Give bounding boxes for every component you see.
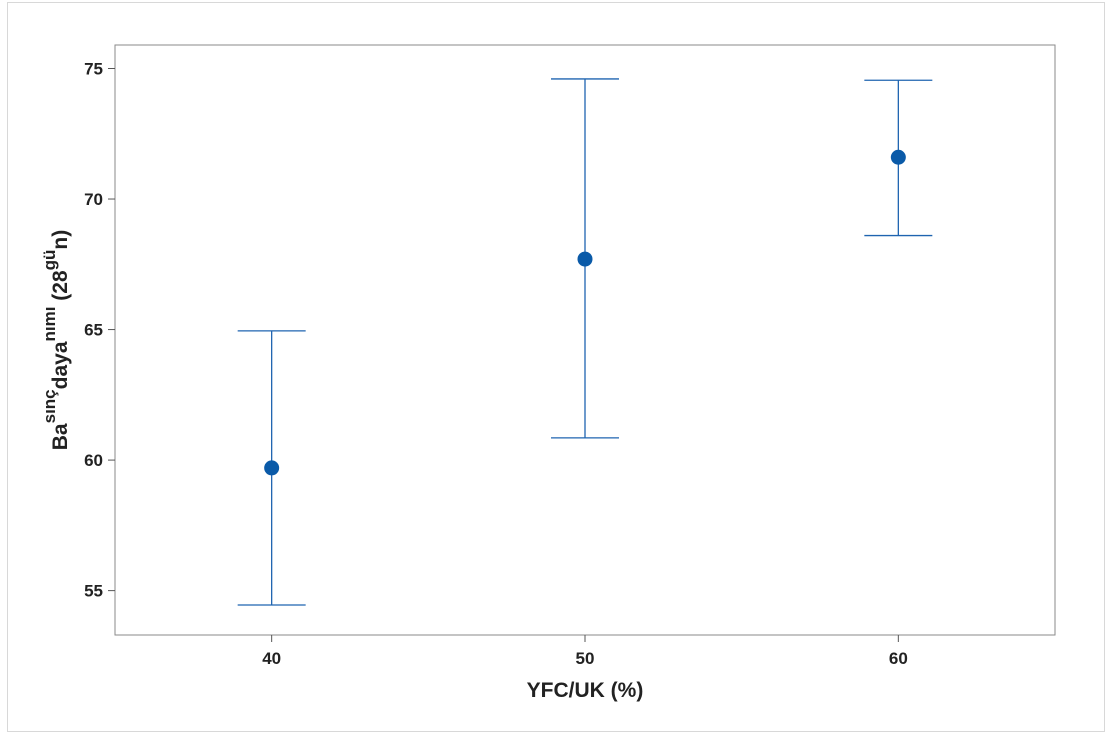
y-tick-label: 60 — [84, 451, 103, 470]
y-axis-title: Basınçdayanımı (28gün) — [40, 230, 72, 451]
x-tick-label: 40 — [262, 649, 281, 668]
mean-marker — [890, 149, 906, 165]
y-tick-label: 70 — [84, 190, 103, 209]
x-axis: 40 50 60 — [262, 635, 908, 668]
y-tick-label: 65 — [84, 321, 103, 340]
y-axis-title-part: nımı — [40, 307, 59, 342]
mean-marker — [577, 251, 593, 267]
y-tick-label: 75 — [84, 59, 103, 78]
y-axis: 55 60 65 70 75 — [84, 59, 115, 601]
y-axis-title-part: n) — [49, 230, 72, 250]
y-axis-title-part: daya — [49, 341, 72, 389]
x-tick-label: 50 — [576, 649, 595, 668]
x-axis-title: YFC/UK (%) — [527, 679, 644, 702]
y-axis-title-part: (28 — [49, 270, 72, 307]
y-tick-label: 55 — [84, 582, 103, 601]
x-tick-label: 60 — [889, 649, 908, 668]
mean-marker — [264, 460, 280, 476]
data-series — [237, 78, 933, 606]
y-axis-title-part: gü — [40, 250, 59, 271]
y-axis-title-part: sınç — [40, 389, 59, 423]
y-axis-title-part: Ba — [49, 423, 72, 450]
